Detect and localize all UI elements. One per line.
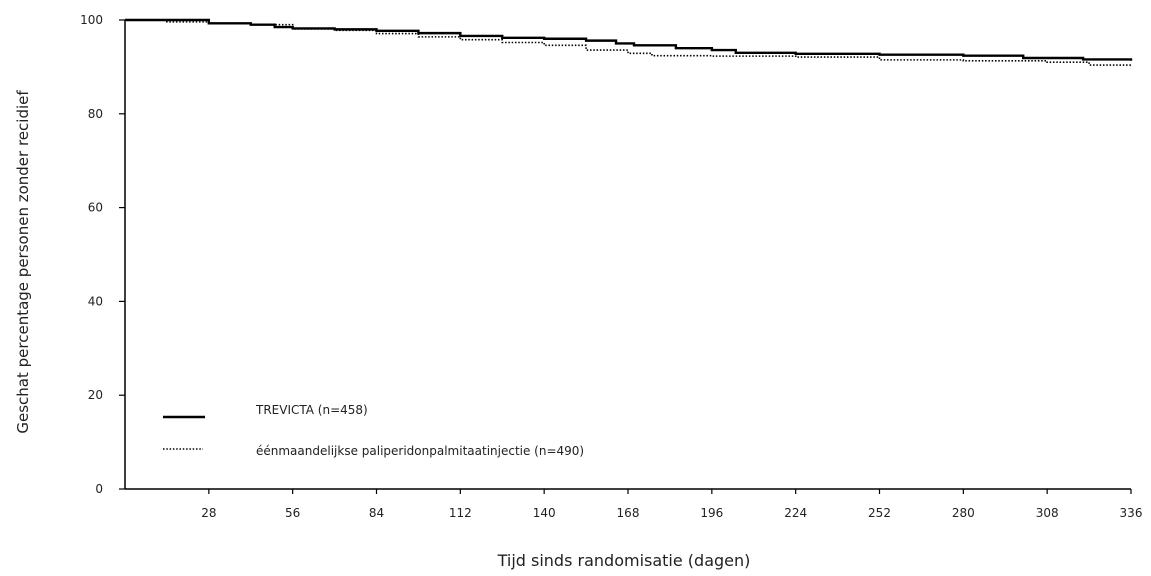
y-tick-label: 100 — [80, 13, 103, 27]
x-tick-label: 224 — [784, 506, 807, 520]
x-tick-label: 28 — [201, 506, 216, 520]
y-axis-ticks: 0 20 40 60 80 100 — [80, 13, 125, 496]
legend: TREVICTA (n=458) éénmaandelijkse paliper… — [163, 403, 584, 458]
x-tick-label: 112 — [449, 506, 472, 520]
y-tick-label: 0 — [95, 482, 103, 496]
x-tick-label: 336 — [1120, 506, 1143, 520]
series-line-trevicta — [125, 18, 1133, 61]
x-tick-label: 168 — [617, 506, 640, 520]
x-tick-label: 140 — [533, 506, 556, 520]
y-tick-label: 20 — [88, 388, 103, 402]
y-tick-label: 40 — [88, 294, 103, 308]
legend-label-trevicta: TREVICTA (n=458) — [255, 403, 368, 417]
legend-label-paliperidon: éénmaandelijkse paliperidonpalmitaatinje… — [256, 444, 584, 458]
x-axis-label: Tijd sinds randomisatie (dagen) — [497, 551, 751, 570]
x-tick-label: 252 — [868, 506, 891, 520]
series-lines — [125, 18, 1133, 67]
series-line-paliperidon — [125, 19, 1132, 67]
x-tick-label: 84 — [369, 506, 384, 520]
y-tick-label: 60 — [88, 201, 103, 215]
x-tick-label: 56 — [285, 506, 300, 520]
x-tick-label: 196 — [700, 506, 723, 520]
y-axis-label: Geschat percentage personen zonder recid… — [14, 90, 32, 434]
x-tick-label: 308 — [1036, 506, 1059, 520]
x-axis-ticks: 28 56 84 112 140 168 196 224 252 280 308 336 — [201, 489, 1142, 520]
y-tick-label: 80 — [88, 107, 103, 121]
x-tick-label: 280 — [952, 506, 975, 520]
